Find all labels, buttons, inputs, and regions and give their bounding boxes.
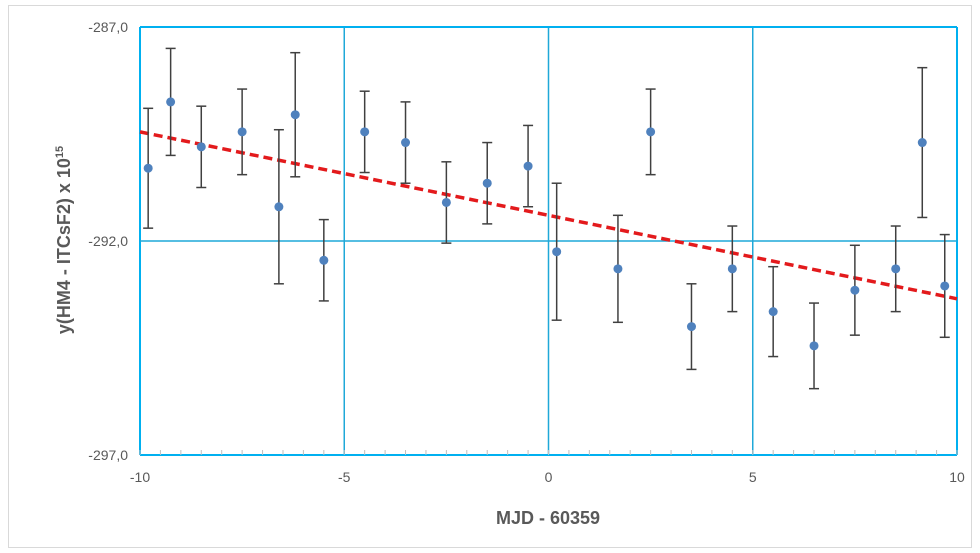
data-point — [891, 264, 901, 274]
trend-layer — [139, 130, 958, 301]
data-point — [401, 138, 411, 148]
data-point — [360, 127, 370, 137]
data-point — [441, 197, 451, 207]
data-point — [274, 202, 284, 212]
data-point — [613, 264, 623, 274]
x-tick-label: 10 — [949, 469, 965, 485]
trend-line — [139, 130, 958, 301]
data-point — [166, 97, 176, 107]
x-axis-title: MJD - 60359 — [496, 508, 600, 528]
data-point — [523, 161, 533, 171]
data-point — [237, 127, 247, 137]
data-point — [552, 247, 562, 257]
chart-frame — [8, 5, 972, 548]
data-point — [646, 127, 656, 137]
data-point — [940, 281, 950, 291]
y-tick-label: -292,0 — [88, 233, 128, 249]
y-axis-title-sup: 15 — [54, 146, 66, 158]
x-tick-label-layer: -10 -5 0 5 10 — [130, 469, 965, 485]
data-point — [319, 255, 329, 265]
data-point — [727, 264, 737, 274]
grid-layer — [139, 26, 958, 456]
data-point — [917, 138, 927, 148]
y-axis-title: y(HM4 - ITCsF2) x 1015 — [54, 146, 74, 334]
y-axis-title-main: y(HM4 - ITCsF2) x 10 — [54, 158, 74, 334]
x-tick-label: 5 — [749, 469, 757, 485]
y-tick-label: -297,0 — [88, 447, 128, 463]
y-tick-label: -287,0 — [88, 19, 128, 35]
data-point — [809, 341, 819, 351]
point-layer — [143, 97, 950, 351]
minor-tick-layer — [139, 450, 958, 455]
data-point — [850, 285, 860, 295]
data-point — [482, 178, 492, 188]
data-point — [686, 322, 696, 332]
data-point — [143, 163, 153, 173]
error-bar-layer — [143, 47, 950, 390]
x-tick-label: -5 — [338, 469, 351, 485]
y-tick-label-layer: -287,0 -292,0 -297,0 — [88, 19, 128, 463]
data-point — [290, 110, 300, 120]
data-point — [768, 307, 778, 317]
x-tick-label: 0 — [545, 469, 553, 485]
x-tick-label: -10 — [130, 469, 150, 485]
data-point — [196, 142, 206, 152]
